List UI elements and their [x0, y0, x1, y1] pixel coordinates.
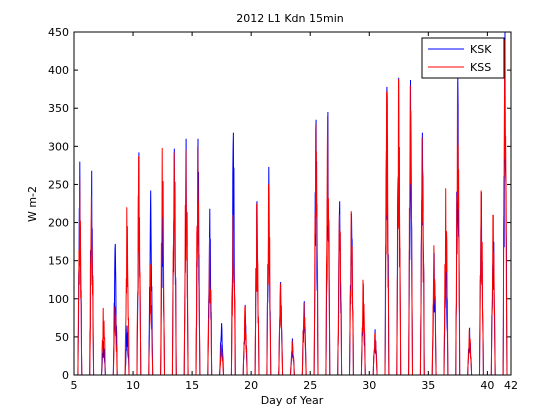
y-axis-label: W m-2	[26, 186, 39, 222]
y-tick-label: 150	[48, 255, 69, 268]
chart-title: 2012 L1 Kdn 15min	[236, 12, 344, 25]
x-tick-label: 20	[244, 379, 258, 392]
legend-box	[421, 37, 505, 79]
y-tick-label: 350	[48, 102, 69, 115]
legend: KSK KSS	[421, 37, 505, 79]
y-tick-label: 450	[48, 26, 69, 39]
axes-box	[73, 31, 512, 376]
y-tick-label: 100	[48, 293, 69, 306]
series-line-kss	[74, 39, 511, 376]
x-tick-label: 30	[362, 379, 376, 392]
x-tick-label: 15	[185, 379, 199, 392]
y-tick-label: 250	[48, 178, 69, 191]
y-tick-label: 50	[55, 331, 69, 344]
x-tick-label: 35	[421, 379, 435, 392]
legend-label-kss: KSS	[470, 61, 491, 74]
legend-label-ksk: KSK	[470, 43, 492, 56]
y-tick-label: 400	[48, 64, 69, 77]
y-tick-label: 0	[62, 369, 69, 382]
x-tick-label: 10	[126, 379, 140, 392]
x-tick-label: 40	[480, 379, 494, 392]
x-tick-label: 25	[303, 379, 317, 392]
x-axis-label: Day of Year	[261, 394, 324, 407]
plot-area	[74, 31, 511, 376]
x-tick-label: 5	[71, 379, 78, 392]
axis-ticks: 5 10 15 20 25 30 35 40 42 0 50 100 150 200 250 300 350 40…	[48, 26, 518, 392]
y-tick-label: 200	[48, 217, 69, 230]
x-tick-label: 42	[504, 379, 518, 392]
y-tick-label: 300	[48, 140, 69, 153]
